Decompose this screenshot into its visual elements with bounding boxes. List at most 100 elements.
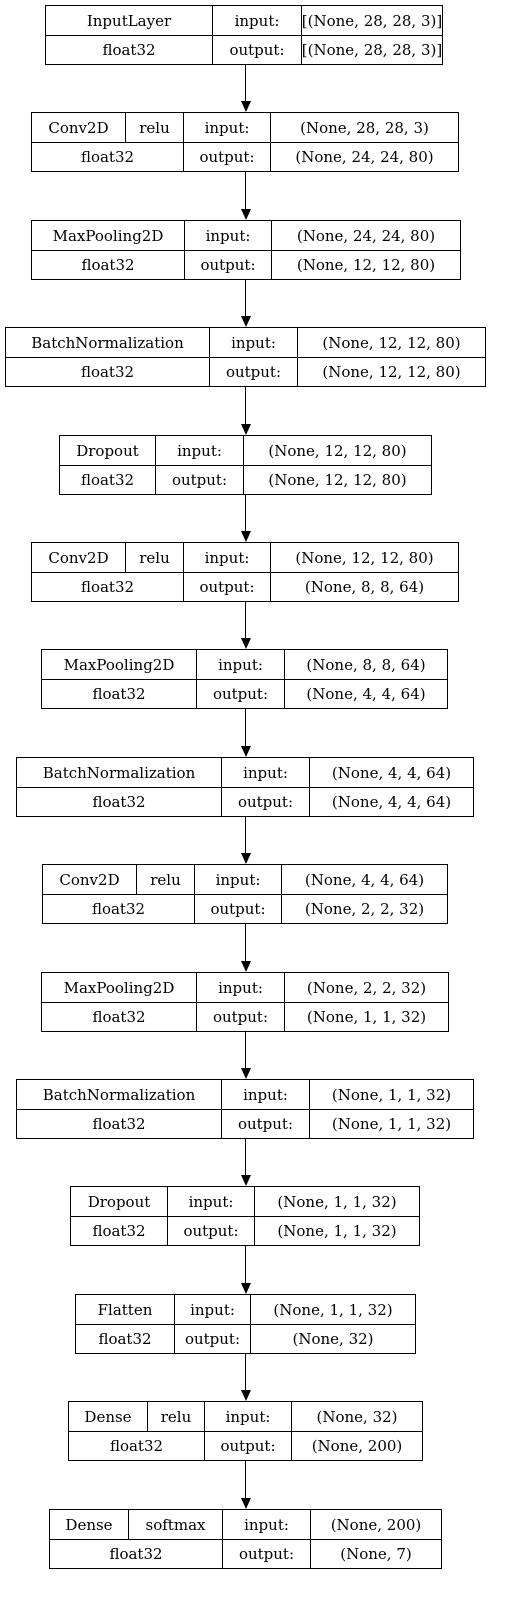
input-label: input:: [197, 650, 285, 680]
layer-node-dropout: Dropout float32 input: output: (None, 12, 12…: [59, 435, 432, 495]
output-label: output:: [205, 1432, 292, 1460]
connector-line: [245, 924, 246, 962]
input-shape: (None, 28, 28, 3): [271, 113, 458, 143]
input-label: input:: [205, 1402, 292, 1432]
output-label: output:: [185, 251, 272, 279]
layer-node-conv2d: Conv2D relu float32 input: output: (None, 4, …: [42, 864, 448, 924]
arrow-down-icon: [240, 1498, 251, 1509]
output-shape: (None, 32): [292, 1330, 374, 1348]
connector-line: [245, 817, 246, 854]
output-shape: [(None, 28, 28, 3)]: [301, 41, 443, 59]
layer-node-conv2d: Conv2D relu float32 input: output: (None, 28,…: [31, 112, 459, 172]
output-label: output:: [168, 1217, 255, 1245]
output-label: output:: [156, 466, 244, 494]
input-label: input:: [222, 758, 310, 788]
layer-node-maxpooling2d: MaxPooling2D float32 input: output: (None, 2…: [31, 220, 461, 280]
arrow-down-icon: [240, 1390, 251, 1401]
arrow-down-icon: [240, 638, 251, 649]
input-shape: (None, 200): [311, 1510, 441, 1540]
input-shape: [(None, 28, 28, 3)]: [302, 6, 442, 36]
layer-node-batchnormalization: BatchNormalization float32 input: output: (N…: [5, 327, 486, 387]
connector-line: [245, 1246, 246, 1284]
layer-name: Dense: [69, 1402, 148, 1432]
layer-activation: relu: [137, 865, 195, 895]
input-label: input:: [184, 113, 271, 143]
layer-name: Conv2D: [43, 865, 137, 895]
output-label: output:: [223, 1540, 311, 1568]
layer-name: BatchNormalization: [17, 1080, 222, 1110]
arrow-down-icon: [240, 531, 251, 542]
connector-line: [245, 1354, 246, 1391]
layer-node-maxpooling2d: MaxPooling2D float32 input: output: (None, 8…: [41, 649, 448, 709]
output-label: output:: [184, 143, 271, 171]
output-label: output:: [197, 680, 285, 708]
arrow-down-icon: [240, 1068, 251, 1079]
connector-line: [245, 1032, 246, 1069]
connector-line: [245, 495, 246, 532]
layer-name: Dense: [50, 1510, 129, 1540]
layer-name: Conv2D: [32, 543, 126, 573]
connector-line: [245, 602, 246, 639]
output-shape: (None, 24, 24, 80): [295, 148, 434, 166]
output-shape: (None, 2, 2, 32): [304, 900, 425, 918]
layer-name: InputLayer: [46, 6, 213, 36]
layer-dtype: float32: [42, 1003, 197, 1031]
layer-dtype: float32: [32, 143, 184, 171]
layer-dtype: float32: [17, 1110, 222, 1138]
input-shape: (None, 24, 24, 80): [272, 221, 460, 251]
output-shape: (None, 200): [311, 1437, 403, 1455]
output-label: output:: [222, 788, 310, 816]
input-shape: (None, 4, 4, 64): [282, 865, 447, 895]
output-shape: (None, 12, 12, 80): [268, 471, 407, 489]
output-label: output:: [175, 1325, 251, 1353]
output-shape: (None, 12, 12, 80): [322, 363, 461, 381]
layer-activation: softmax: [129, 1510, 223, 1540]
layer-dtype: float32: [42, 680, 197, 708]
arrow-down-icon: [240, 746, 251, 757]
connector-line: [245, 280, 246, 317]
layer-dtype: float32: [50, 1540, 223, 1568]
input-shape: (None, 8, 8, 64): [285, 650, 447, 680]
layer-node-maxpooling2d: MaxPooling2D float32 input: output: (None, 2…: [41, 972, 449, 1032]
output-shape: (None, 12, 12, 80): [296, 256, 436, 274]
input-label: input:: [185, 221, 272, 251]
output-label: output:: [213, 36, 302, 64]
layer-dtype: float32: [46, 36, 213, 64]
arrow-down-icon: [240, 209, 251, 220]
layer-name: BatchNormalization: [6, 328, 210, 358]
input-label: input:: [223, 1510, 311, 1540]
layer-node-dropout: Dropout float32 input: output: (None, 1, 1, …: [70, 1186, 420, 1246]
layer-dtype: float32: [17, 788, 222, 816]
layer-node-dense: Dense softmax float32 input: output: (None, 2…: [49, 1509, 442, 1569]
connector-line: [245, 65, 246, 102]
arrow-down-icon: [240, 316, 251, 327]
input-shape: (None, 1, 1, 32): [310, 1080, 473, 1110]
connector-line: [245, 172, 246, 210]
layer-node-inputlayer: InputLayer float32 input: output: [(None, 28…: [45, 5, 443, 65]
connector-line: [245, 1461, 246, 1499]
input-label: input:: [197, 973, 285, 1003]
output-label: output:: [197, 1003, 285, 1031]
arrow-down-icon: [240, 424, 251, 435]
layer-node-batchnormalization: BatchNormalization float32 input: output: (N…: [16, 757, 474, 817]
output-shape: (None, 1, 1, 32): [277, 1222, 397, 1240]
output-shape: (None, 1, 1, 32): [331, 1115, 452, 1133]
layer-name: MaxPooling2D: [42, 973, 197, 1003]
layer-activation: relu: [126, 113, 184, 143]
output-label: output:: [195, 895, 282, 923]
layer-activation: relu: [148, 1402, 205, 1432]
output-shape: (None, 7): [340, 1545, 412, 1563]
layer-node-conv2d: Conv2D relu float32 input: output: (None, 12,…: [31, 542, 459, 602]
layer-dtype: float32: [43, 895, 195, 923]
layer-dtype: float32: [32, 251, 185, 279]
layer-name: MaxPooling2D: [42, 650, 197, 680]
layer-node-flatten: Flatten float32 input: output: (None, 1, 1, …: [75, 1294, 416, 1354]
arrow-down-icon: [240, 1175, 251, 1186]
input-label: input:: [168, 1187, 255, 1217]
arrow-down-icon: [240, 1283, 251, 1294]
input-shape: (None, 12, 12, 80): [298, 328, 485, 358]
layer-dtype: float32: [6, 358, 210, 386]
input-shape: (None, 2, 2, 32): [285, 973, 448, 1003]
input-label: input:: [210, 328, 298, 358]
